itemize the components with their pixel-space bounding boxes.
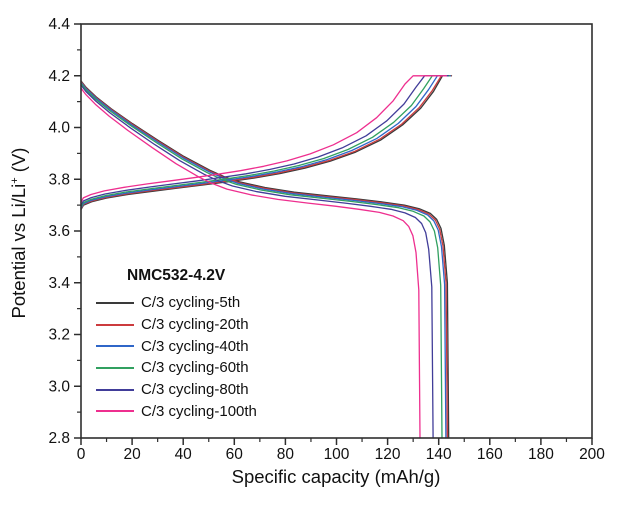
legend-item-label: C/3 cycling-60th bbox=[141, 359, 249, 377]
y-tick-label: 3.4 bbox=[48, 275, 70, 292]
legend-item-label: C/3 cycling-100th bbox=[141, 402, 257, 420]
legend-item: C/3 cycling-40th bbox=[96, 335, 257, 357]
y-axis-title-text: Potential vs Li/Li bbox=[8, 183, 29, 319]
series-curve-discharge bbox=[80, 81, 449, 439]
series-curve-discharge bbox=[80, 87, 421, 439]
x-tick-label: 120 bbox=[375, 446, 401, 463]
y-tick-label: 4.2 bbox=[48, 68, 70, 85]
y-tick-label: 4.4 bbox=[48, 16, 70, 33]
x-tick-label: 100 bbox=[324, 446, 350, 463]
y-tick-label: 2.8 bbox=[48, 430, 70, 447]
x-tick-label: 20 bbox=[123, 446, 141, 463]
y-tick-label: 3.2 bbox=[48, 327, 70, 344]
x-tick-label: 200 bbox=[579, 446, 605, 463]
legend-item: C/3 cycling-100th bbox=[96, 400, 257, 422]
x-tick-label: 160 bbox=[477, 446, 503, 463]
legend-item-label: C/3 cycling-5th bbox=[141, 294, 241, 312]
legend-line-swatch bbox=[96, 366, 134, 369]
x-tick-label: 180 bbox=[528, 446, 554, 463]
legend-item: C/3 cycling-80th bbox=[96, 379, 257, 401]
legend-item-label: C/3 cycling-20th bbox=[141, 316, 249, 334]
legend-line-swatch bbox=[96, 345, 134, 348]
x-axis-title: Specific capacity (mAh/g) bbox=[231, 466, 441, 487]
legend-title: NMC532-4.2V bbox=[127, 267, 226, 284]
y-axis-title: Potential vs Li/Li+ (V) bbox=[6, 33, 32, 433]
y-tick-label: 4.0 bbox=[48, 120, 70, 137]
series-curve-discharge bbox=[80, 82, 443, 439]
series-curve-charge bbox=[80, 75, 451, 208]
series-curve-charge bbox=[80, 75, 448, 203]
series-curve-discharge bbox=[80, 81, 447, 439]
plot-frame bbox=[80, 23, 593, 439]
legend-line-swatch bbox=[96, 323, 134, 326]
legend-item: C/3 cycling-60th bbox=[96, 357, 257, 379]
series-curve-charge bbox=[80, 75, 452, 209]
y-tick-label: 3.6 bbox=[48, 223, 70, 240]
legend-line-swatch bbox=[96, 301, 134, 304]
y-axis-title-superscript: + bbox=[8, 177, 21, 184]
series-curve-discharge bbox=[80, 84, 434, 439]
legend-items: C/3 cycling-5th C/3 cycling-20th C/3 cycli… bbox=[96, 292, 257, 422]
legend-line-swatch bbox=[96, 388, 134, 391]
series-curve-charge bbox=[80, 75, 450, 207]
x-tick-label: 80 bbox=[277, 446, 295, 463]
x-tick-label: 0 bbox=[77, 446, 86, 463]
y-tick-label: 3.8 bbox=[48, 171, 70, 188]
y-axis-title-unit: (V) bbox=[8, 147, 29, 178]
legend: NMC532-4.2V C/3 cycling-5th C/3 cycling-2… bbox=[96, 267, 257, 422]
x-tick-label: 60 bbox=[226, 446, 244, 463]
x-tick-label: 140 bbox=[426, 446, 452, 463]
x-tick-label: 40 bbox=[175, 446, 193, 463]
series-curve-charge bbox=[80, 75, 453, 211]
legend-item: C/3 cycling-20th bbox=[96, 314, 257, 336]
legend-item-label: C/3 cycling-40th bbox=[141, 337, 249, 355]
series-curve-charge bbox=[80, 75, 452, 210]
legend-line-swatch bbox=[96, 410, 134, 413]
y-tick-label: 3.0 bbox=[48, 378, 70, 395]
legend-item: C/3 cycling-5th bbox=[96, 292, 257, 314]
legend-item-label: C/3 cycling-80th bbox=[141, 381, 249, 399]
